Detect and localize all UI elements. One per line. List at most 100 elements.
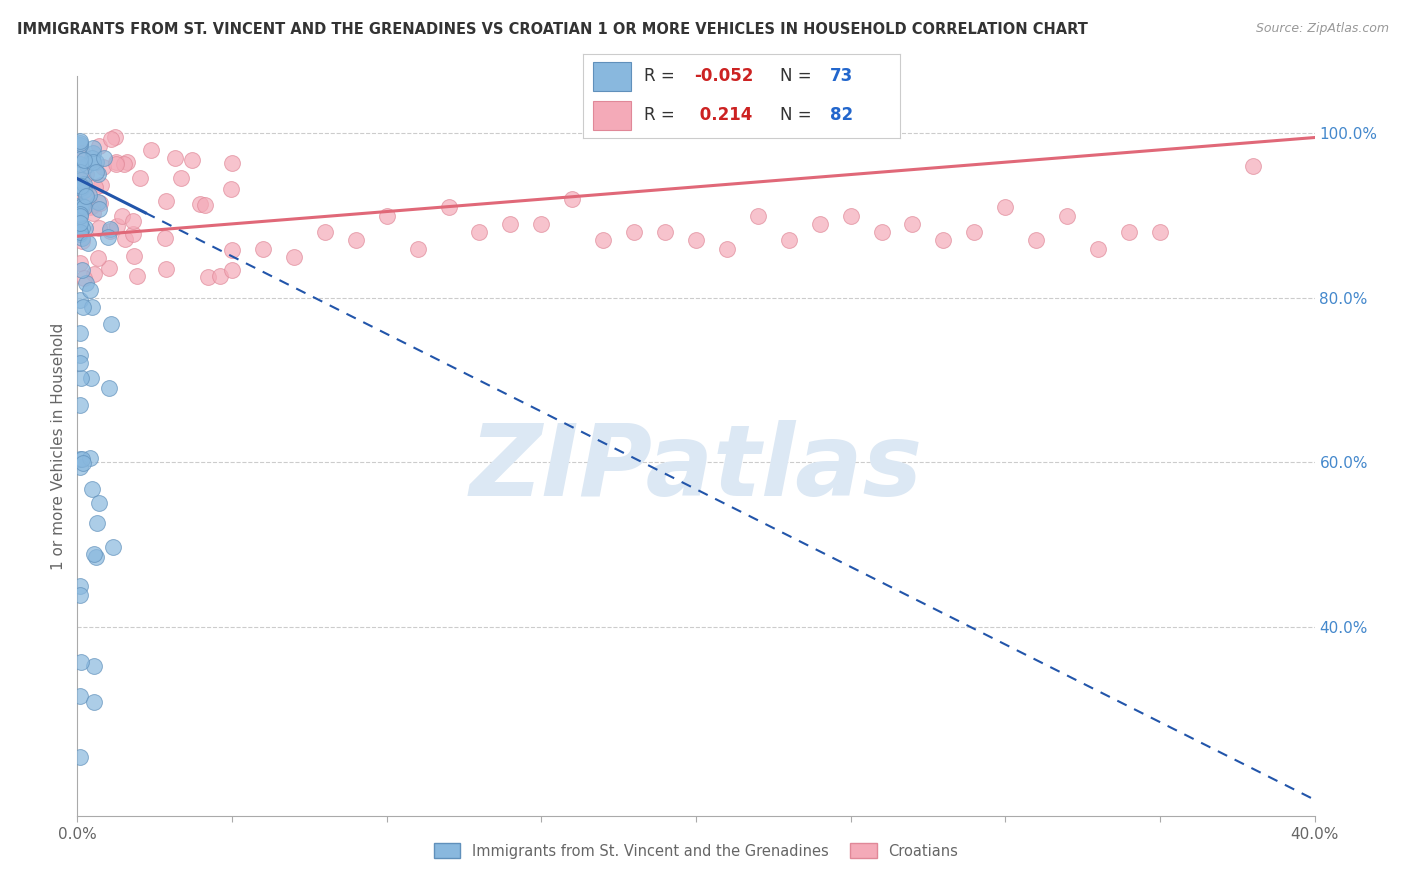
Point [73, 178, 96, 192]
Point [69, 216, 91, 230]
Point [685, 233, 707, 247]
Point [83, 659, 105, 673]
Point [169, 170, 191, 185]
Point [69, 178, 91, 193]
Point [139, 143, 162, 157]
Point [110, 210, 132, 224]
Point [1241, 159, 1264, 173]
Point [283, 250, 305, 264]
Text: Source: ZipAtlas.com: Source: ZipAtlas.com [1256, 22, 1389, 36]
Point [69, 152, 91, 166]
Point [69, 371, 91, 385]
Point [77, 187, 100, 202]
Point [69, 225, 91, 239]
Point [73, 221, 96, 235]
Point [70, 452, 93, 467]
Point [125, 269, 148, 284]
Point [76, 158, 98, 172]
Point [654, 225, 676, 239]
Point [79, 451, 101, 466]
Point [97, 260, 120, 275]
Point [105, 157, 128, 171]
Point [101, 540, 124, 554]
Point [100, 222, 122, 236]
Point [89, 202, 111, 217]
Point [80, 370, 103, 384]
Point [69, 209, 91, 223]
Point [73, 153, 96, 167]
Point [163, 151, 186, 165]
Text: R =: R = [644, 106, 675, 124]
Point [76, 189, 98, 203]
Point [72, 220, 94, 235]
Point [870, 225, 893, 239]
FancyBboxPatch shape [593, 62, 631, 91]
Point [87, 167, 110, 181]
Point [100, 318, 122, 332]
Point [221, 263, 243, 277]
Point [69, 134, 91, 148]
Point [1087, 242, 1109, 256]
Point [69, 138, 91, 153]
Y-axis label: 1 or more Vehicles in Household: 1 or more Vehicles in Household [51, 322, 66, 570]
Point [73, 270, 96, 285]
Text: N =: N = [779, 106, 811, 124]
Point [70, 198, 93, 212]
Point [79, 200, 101, 214]
Text: R =: R = [644, 68, 675, 86]
Point [932, 233, 955, 247]
Point [70, 655, 93, 669]
Point [83, 267, 105, 281]
Point [73, 200, 96, 214]
Point [87, 496, 110, 510]
Point [69, 226, 91, 240]
Point [69, 398, 91, 412]
Text: ZIPatlas: ZIPatlas [470, 420, 922, 516]
Point [82, 205, 104, 219]
Point [114, 232, 136, 246]
Point [121, 227, 143, 241]
Text: 0.214: 0.214 [695, 106, 752, 124]
Point [468, 225, 491, 239]
Point [70, 230, 93, 244]
Point [406, 242, 429, 256]
Point [221, 243, 243, 257]
Point [84, 180, 107, 194]
Point [115, 154, 138, 169]
Point [69, 227, 91, 241]
Point [623, 225, 645, 239]
Point [194, 198, 217, 212]
Point [437, 201, 460, 215]
Point [808, 217, 831, 231]
Point [69, 579, 91, 593]
Point [209, 268, 232, 283]
Point [80, 199, 103, 213]
Point [530, 217, 553, 231]
Text: 73: 73 [830, 68, 853, 86]
Point [86, 155, 108, 169]
Point [69, 348, 91, 362]
Point [69, 200, 91, 214]
Point [69, 356, 91, 370]
Point [75, 186, 97, 201]
Point [561, 192, 583, 206]
Point [72, 456, 94, 470]
Text: 82: 82 [830, 106, 853, 124]
Point [87, 194, 110, 209]
Point [994, 201, 1017, 215]
Point [80, 482, 103, 496]
Point [84, 550, 107, 565]
Point [75, 167, 97, 181]
Point [70, 146, 93, 161]
Point [344, 233, 367, 247]
Point [87, 221, 110, 235]
Point [98, 224, 121, 238]
Point [778, 233, 800, 247]
Point [70, 180, 93, 194]
Point [89, 195, 111, 210]
Point [69, 452, 91, 467]
Point [82, 146, 104, 161]
Point [69, 255, 91, 269]
Point [69, 750, 91, 764]
Point [83, 547, 105, 561]
